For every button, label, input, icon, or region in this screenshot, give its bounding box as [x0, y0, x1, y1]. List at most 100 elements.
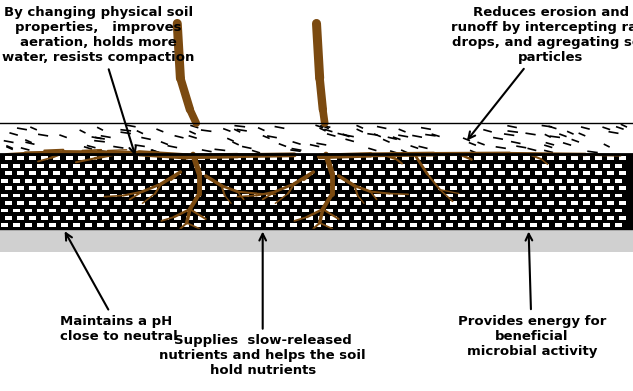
Bar [161, 156, 169, 160]
Bar [185, 201, 193, 205]
Bar [542, 208, 549, 212]
Bar [37, 223, 44, 227]
Bar [90, 186, 97, 190]
Bar [0, 229, 633, 252]
Bar [85, 223, 92, 227]
Bar [101, 216, 109, 220]
Bar [426, 156, 434, 160]
Bar [534, 156, 542, 160]
Bar [29, 156, 37, 160]
Text: By changing physical soil
properties,   improves
aeration, holds more
water, res: By changing physical soil properties, im… [2, 6, 194, 154]
Bar [101, 186, 109, 190]
Bar [29, 201, 37, 205]
Bar [318, 201, 325, 205]
Bar [170, 208, 177, 212]
Bar [270, 171, 277, 175]
Bar [422, 194, 429, 197]
Bar [462, 216, 470, 220]
Bar [386, 179, 393, 183]
Bar [242, 223, 249, 227]
Bar [1, 164, 8, 168]
Bar [182, 164, 189, 168]
Bar [90, 156, 97, 160]
Bar [77, 186, 85, 190]
Bar [378, 156, 385, 160]
Bar [302, 194, 309, 197]
Bar [122, 179, 128, 183]
Bar [314, 164, 321, 168]
Bar [41, 216, 49, 220]
Bar [222, 171, 229, 175]
Bar [366, 201, 373, 205]
Bar [494, 208, 501, 212]
Bar [194, 194, 201, 197]
Bar [222, 186, 229, 190]
Bar [182, 208, 189, 212]
Bar [77, 171, 85, 175]
Bar [234, 186, 241, 190]
Bar [534, 201, 542, 205]
Bar [594, 156, 602, 160]
Bar [326, 208, 333, 212]
Bar [446, 194, 453, 197]
Bar [494, 223, 501, 227]
Bar [254, 164, 261, 168]
Bar [498, 156, 506, 160]
Bar [134, 223, 141, 227]
Bar [546, 186, 554, 190]
Text: Maintains a pH
close to neutral: Maintains a pH close to neutral [60, 233, 178, 343]
Bar [518, 208, 525, 212]
Bar [354, 216, 361, 220]
Bar [85, 164, 92, 168]
Bar [314, 208, 321, 212]
Bar [330, 156, 337, 160]
Bar [90, 216, 97, 220]
Bar [110, 179, 116, 183]
Bar [306, 216, 313, 220]
Bar [278, 208, 285, 212]
Bar [101, 171, 109, 175]
Bar [185, 171, 193, 175]
Bar [434, 179, 441, 183]
Bar [158, 164, 165, 168]
Bar [386, 208, 393, 212]
Bar [390, 201, 398, 205]
Bar [378, 186, 385, 190]
Bar [462, 156, 470, 160]
Bar [149, 156, 157, 160]
Bar [603, 164, 610, 168]
Bar [390, 171, 398, 175]
Bar [410, 194, 417, 197]
Bar [486, 156, 494, 160]
Bar [97, 164, 104, 168]
Bar [591, 223, 598, 227]
Bar [615, 179, 622, 183]
Bar [402, 186, 410, 190]
Bar [534, 186, 542, 190]
Bar [146, 208, 153, 212]
Bar [410, 223, 417, 227]
Bar [555, 223, 561, 227]
Bar [410, 164, 417, 168]
Bar [606, 201, 614, 205]
Bar [65, 156, 73, 160]
Bar [37, 194, 44, 197]
Bar [302, 164, 309, 168]
Bar [282, 216, 289, 220]
Bar [77, 156, 85, 160]
Bar [446, 223, 453, 227]
Bar [350, 179, 357, 183]
Bar [222, 216, 229, 220]
Bar [314, 223, 321, 227]
Bar [73, 208, 80, 212]
Bar [185, 186, 193, 190]
Bar [330, 186, 337, 190]
Bar [1, 208, 8, 212]
Bar [125, 201, 133, 205]
Bar [146, 179, 153, 183]
Bar [73, 164, 80, 168]
Bar [306, 186, 313, 190]
Bar [65, 216, 73, 220]
Bar [530, 164, 537, 168]
Bar [314, 194, 321, 197]
